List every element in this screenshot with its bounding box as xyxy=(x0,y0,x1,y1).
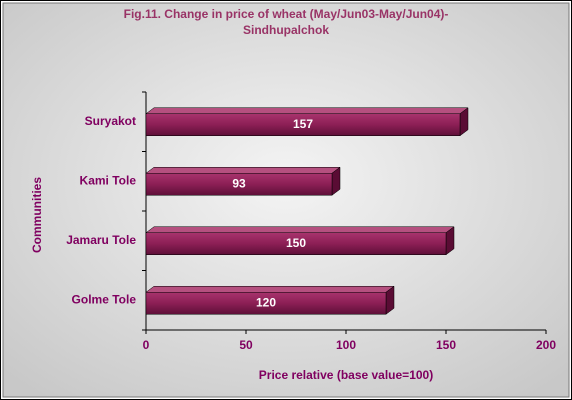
x-axis-title: Price relative (base value=100) xyxy=(259,368,433,382)
y-tick-label: Golme Tole xyxy=(72,292,137,306)
y-tick-label: Jamaru Tole xyxy=(66,233,136,247)
data-label: 93 xyxy=(232,176,246,190)
chart-title: Sindhupalchok xyxy=(243,23,329,37)
bar-top xyxy=(145,286,395,293)
bar xyxy=(145,226,455,256)
x-tick-label: 0 xyxy=(143,338,150,352)
y-tick-label: Suryakot xyxy=(85,114,136,128)
y-tick-label: Kami Tole xyxy=(80,173,137,187)
bar-front xyxy=(145,113,461,136)
x-tick-label: 200 xyxy=(536,338,556,352)
x-tick-label: 50 xyxy=(239,338,253,352)
x-tick-label: 150 xyxy=(436,338,456,352)
bar-top xyxy=(145,226,455,233)
chart-title: Fig.11. Change in price of wheat (May/Ju… xyxy=(124,7,449,21)
bar xyxy=(145,285,395,315)
bar-front xyxy=(145,292,387,315)
x-tick-label: 100 xyxy=(336,338,356,352)
data-label: 157 xyxy=(293,117,313,131)
bar-front xyxy=(145,173,333,196)
bar-top xyxy=(145,107,469,114)
bar xyxy=(145,107,469,137)
bar xyxy=(145,166,341,196)
bar-top xyxy=(145,167,341,174)
bar-front xyxy=(145,232,447,255)
data-label: 120 xyxy=(256,295,276,309)
y-axis-title: Communities xyxy=(30,177,44,253)
data-label: 150 xyxy=(286,236,306,250)
